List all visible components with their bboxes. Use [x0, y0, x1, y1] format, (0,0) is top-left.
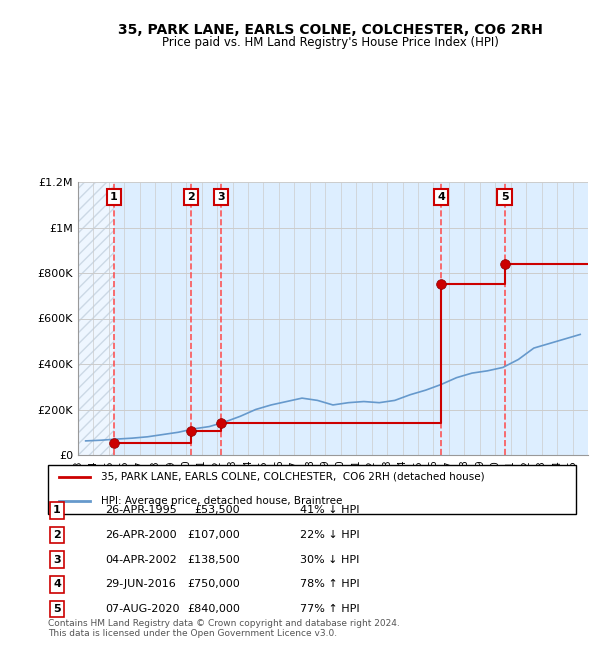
Text: 2: 2	[53, 530, 61, 540]
Text: £107,000: £107,000	[187, 530, 240, 540]
Text: 35, PARK LANE, EARLS COLNE, COLCHESTER, CO6 2RH: 35, PARK LANE, EARLS COLNE, COLCHESTER, …	[118, 23, 542, 37]
Text: 07-AUG-2020: 07-AUG-2020	[105, 604, 179, 614]
Text: 3: 3	[53, 554, 61, 565]
Text: 30% ↓ HPI: 30% ↓ HPI	[300, 554, 359, 565]
Text: 78% ↑ HPI: 78% ↑ HPI	[300, 579, 359, 590]
Text: 4: 4	[53, 579, 61, 590]
Text: 29-JUN-2016: 29-JUN-2016	[105, 579, 176, 590]
Text: 41% ↓ HPI: 41% ↓ HPI	[300, 505, 359, 515]
Text: 26-APR-1995: 26-APR-1995	[105, 505, 177, 515]
Text: 5: 5	[53, 604, 61, 614]
Text: 2: 2	[187, 192, 195, 202]
Text: 22% ↓ HPI: 22% ↓ HPI	[300, 530, 359, 540]
Text: £53,500: £53,500	[194, 505, 240, 515]
Text: 1: 1	[110, 192, 118, 202]
Text: 3: 3	[217, 192, 225, 202]
Text: 5: 5	[501, 192, 508, 202]
Text: 04-APR-2002: 04-APR-2002	[105, 554, 177, 565]
Bar	[78, 182, 114, 455]
Text: £750,000: £750,000	[187, 579, 240, 590]
Text: 26-APR-2000: 26-APR-2000	[105, 530, 176, 540]
Text: £840,000: £840,000	[187, 604, 240, 614]
Text: 4: 4	[437, 192, 445, 202]
Text: 1: 1	[53, 505, 61, 515]
Text: 77% ↑ HPI: 77% ↑ HPI	[300, 604, 359, 614]
Text: HPI: Average price, detached house, Braintree: HPI: Average price, detached house, Brai…	[101, 497, 342, 506]
FancyBboxPatch shape	[48, 465, 576, 514]
Text: 35, PARK LANE, EARLS COLNE, COLCHESTER,  CO6 2RH (detached house): 35, PARK LANE, EARLS COLNE, COLCHESTER, …	[101, 472, 484, 482]
Text: Price paid vs. HM Land Registry's House Price Index (HPI): Price paid vs. HM Land Registry's House …	[161, 36, 499, 49]
Text: £138,500: £138,500	[187, 554, 240, 565]
Text: Contains HM Land Registry data © Crown copyright and database right 2024.
This d: Contains HM Land Registry data © Crown c…	[48, 619, 400, 638]
